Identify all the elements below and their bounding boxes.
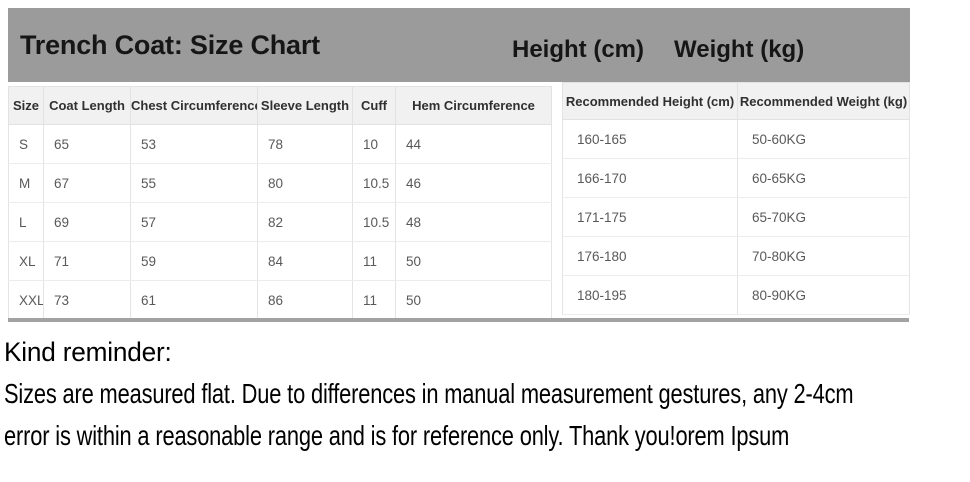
table-row: M 67 55 80 10.5 46 xyxy=(8,163,552,203)
table-cell: 86 xyxy=(257,280,353,320)
table-row: S 65 53 78 10 44 xyxy=(8,124,552,164)
table-row: 180-195 80-90KG xyxy=(562,275,910,315)
table-cell: 50 xyxy=(395,241,552,281)
table-cell: 10.5 xyxy=(352,163,396,203)
table-cell: 61 xyxy=(130,280,258,320)
column-header: Recommended Height (cm) xyxy=(562,82,738,120)
column-header: Size xyxy=(8,86,44,125)
table-cell: 59 xyxy=(130,241,258,281)
table-cell: 73 xyxy=(43,280,131,320)
table-cell: XL xyxy=(8,241,44,281)
reminder-line-2-text: error is within a reasonable range and i… xyxy=(4,420,790,451)
height-unit-label: Height (cm) xyxy=(512,36,644,63)
table-cell: 60-65KG xyxy=(737,158,910,198)
table-row: 166-170 60-65KG xyxy=(562,158,910,198)
column-header: Coat Length xyxy=(43,86,131,125)
table-row: 171-175 65-70KG xyxy=(562,197,910,237)
table-cell: S xyxy=(8,124,44,164)
reminder-line-2: error is within a reasonable range and i… xyxy=(4,420,970,452)
size-measurements-table: Size Coat Length Chest Circumference Sleeve… xyxy=(8,86,552,320)
table-header-row: Size Coat Length Chest Circumference Sleeve… xyxy=(8,86,552,125)
table-cell: 65 xyxy=(43,124,131,164)
table-cell: 80 xyxy=(257,163,353,203)
table-cell: 67 xyxy=(43,163,131,203)
column-header: Hem Circumference xyxy=(395,86,552,125)
table-cell: 46 xyxy=(395,163,552,203)
column-header: Sleeve Length xyxy=(257,86,353,125)
column-header: Chest Circumference xyxy=(130,86,258,125)
table-cell: 11 xyxy=(352,280,396,320)
table-cell: 50 xyxy=(395,280,552,320)
reminder-line-1: Sizes are measured flat. Due to differen… xyxy=(4,378,970,410)
table-row: XXL 73 61 86 11 50 xyxy=(8,280,552,320)
table-cell: 180-195 xyxy=(562,275,738,315)
size-table-header: Size Coat Length Chest Circumference Sleeve… xyxy=(8,86,552,125)
title-bar: Trench Coat: Size Chart Height (cm) Weig… xyxy=(8,8,910,82)
table-cell: 82 xyxy=(257,202,353,242)
table-cell: 176-180 xyxy=(562,236,738,276)
table-cell: 70-80KG xyxy=(737,236,910,276)
table-cell: 84 xyxy=(257,241,353,281)
table-cell: XXL xyxy=(8,280,44,320)
table-row: 176-180 70-80KG xyxy=(562,236,910,276)
table-bottom-border xyxy=(8,318,909,322)
table-cell: 50-60KG xyxy=(737,119,910,159)
table-cell: 71 xyxy=(43,241,131,281)
column-header: Recommended Weight (kg) xyxy=(737,82,910,120)
table-cell: 11 xyxy=(352,241,396,281)
table-cell: 78 xyxy=(257,124,353,164)
table-cell: 80-90KG xyxy=(737,275,910,315)
weight-unit-label: Weight (kg) xyxy=(674,36,805,63)
table-cell: 55 xyxy=(130,163,258,203)
table-row: XL 71 59 84 11 50 xyxy=(8,241,552,281)
table-header-row: Recommended Height (cm) Recommended Weigh… xyxy=(562,82,910,120)
table-row: L 69 57 82 10.5 48 xyxy=(8,202,552,242)
table-cell: 171-175 xyxy=(562,197,738,237)
table-cell: 53 xyxy=(130,124,258,164)
table-cell: 48 xyxy=(395,202,552,242)
table-cell: M xyxy=(8,163,44,203)
table-cell: 160-165 xyxy=(562,119,738,159)
size-table-body: S 65 53 78 10 44 M 67 55 80 10.5 46 L 69 57 82 10.5 48 XL 7… xyxy=(8,124,552,320)
reminder-heading-text: Kind reminder: xyxy=(4,337,172,367)
table-cell: 65-70KG xyxy=(737,197,910,237)
recommended-table-body: 160-165 50-60KG 166-170 60-65KG 171-175 65-70… xyxy=(562,119,910,315)
table-cell: 69 xyxy=(43,202,131,242)
table-row: 160-165 50-60KG xyxy=(562,119,910,159)
table-cell: 10.5 xyxy=(352,202,396,242)
page-title: Trench Coat: Size Chart xyxy=(20,30,320,60)
recommended-fit-table: Recommended Height (cm) Recommended Weigh… xyxy=(562,82,910,315)
table-cell: 57 xyxy=(130,202,258,242)
table-cell: 44 xyxy=(395,124,552,164)
reminder-heading: Kind reminder: xyxy=(4,337,177,368)
table-cell: L xyxy=(8,202,44,242)
reminder-line-1-text: Sizes are measured flat. Due to differen… xyxy=(4,378,854,409)
table-cell: 166-170 xyxy=(562,158,738,198)
recommended-table-header: Recommended Height (cm) Recommended Weigh… xyxy=(562,82,910,120)
table-cell: 10 xyxy=(352,124,396,164)
column-header: Cuff xyxy=(352,86,396,125)
